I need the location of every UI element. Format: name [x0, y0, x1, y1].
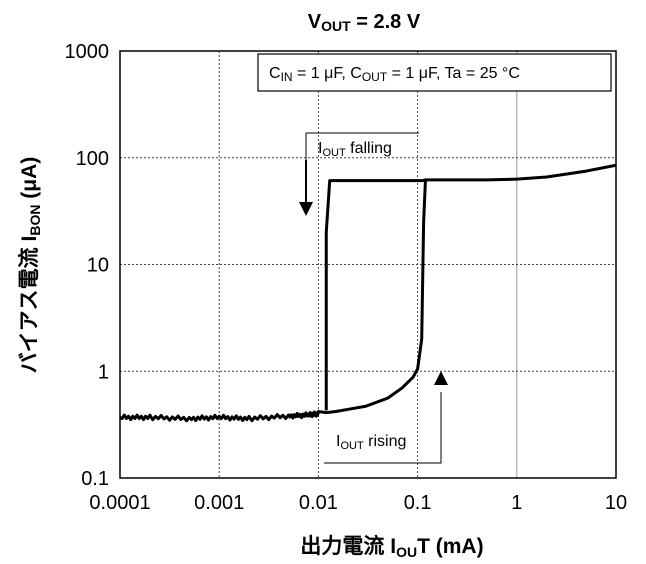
- falling-arrow-head: [299, 202, 313, 216]
- conditions-part: = 1 μF, C: [293, 65, 362, 82]
- conditions-part: C: [269, 65, 281, 82]
- x-tick-label: 10: [605, 492, 627, 514]
- y-tick-label: 10: [87, 255, 109, 277]
- x-tick-label: 0.001: [194, 492, 244, 514]
- chart-title: VOUT = 2.8 V: [308, 11, 421, 34]
- plot-area: [119, 50, 617, 479]
- conditions-text: CIN = 1 μF, COUT = 1 μF, Ta = 25 °C: [269, 65, 520, 84]
- conditions-part: IN: [281, 70, 293, 84]
- x-axis-label: 出力電流 IOUT (mA): [300, 534, 483, 560]
- falling-bracket: [305, 132, 419, 160]
- x-tick-labels: 0.0001 0.001 0.01 0.1 1 10: [89, 492, 627, 514]
- grid: [120, 51, 616, 478]
- y-axis-label: バイアス電流 IBON (μA): [17, 157, 43, 374]
- conditions-box: [257, 53, 612, 92]
- series-group: [119, 163, 617, 423]
- rising-bracket: [324, 392, 442, 464]
- y-tick-labels: 0.1 1 10 100 1000: [65, 41, 110, 490]
- y-tick-label: 1: [98, 361, 109, 383]
- conditions-part: OUT: [362, 70, 388, 84]
- rising-label: IOUT rising: [336, 433, 406, 452]
- x-tick-label: 1: [511, 492, 522, 514]
- title-main: V: [308, 11, 322, 33]
- x-tick-label: 0.01: [299, 492, 338, 514]
- title-sub: OUT: [321, 18, 351, 34]
- y-tick-label: 100: [76, 148, 109, 170]
- series-line-rising: [119, 163, 617, 423]
- conditions-part: = 1 μF, Ta = 25 °C: [387, 65, 520, 82]
- series-line-falling: [324, 178, 426, 411]
- title-rest: = 2.8 V: [351, 11, 421, 33]
- x-tick-label: 0.0001: [89, 492, 150, 514]
- y-tick-label: 1000: [65, 41, 110, 63]
- falling-label: IOUT falling: [318, 140, 392, 159]
- y-tick-label: 0.1: [81, 468, 109, 490]
- x-tick-label: 0.1: [404, 492, 432, 514]
- rising-arrow-head: [434, 371, 448, 385]
